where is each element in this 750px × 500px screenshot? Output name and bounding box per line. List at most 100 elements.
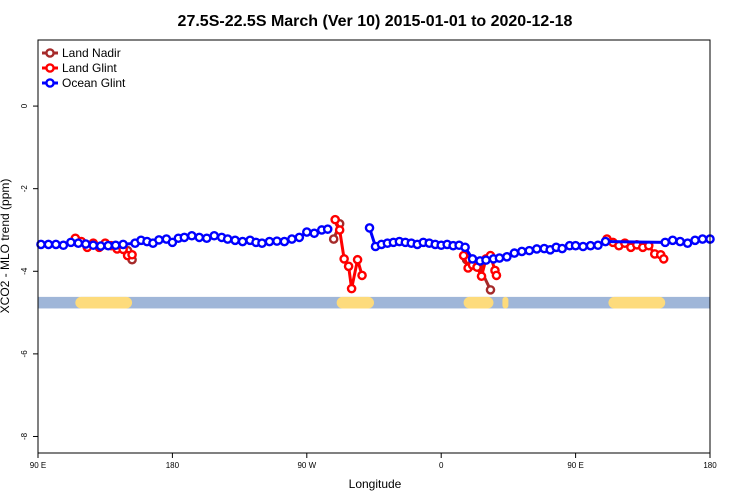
data-point: [230, 235, 240, 246]
y-tick-label: -2: [20, 185, 29, 193]
data-point: [660, 237, 671, 248]
data-point: [287, 234, 297, 244]
x-tick-label: 90 E: [567, 461, 583, 470]
data-point: [330, 214, 340, 225]
x-tick-label: 90 E: [30, 461, 46, 470]
data-point: [667, 235, 678, 246]
surface-band: [38, 296, 710, 309]
data-point: [481, 255, 491, 265]
data-point: [88, 240, 99, 251]
data-point: [690, 235, 700, 246]
data-point: [476, 271, 487, 282]
y-tick-label: -6: [20, 350, 29, 358]
data-point: [334, 225, 345, 235]
data-point: [346, 283, 357, 294]
y-tick-label: -8: [20, 432, 29, 440]
data-point: [201, 233, 212, 244]
data-point: [257, 238, 267, 248]
x-tick-label: 180: [166, 461, 180, 470]
data-point: [658, 254, 669, 264]
x-axis-label: Longitude: [349, 477, 402, 491]
data-point: [294, 232, 305, 243]
land-band-segment: [75, 296, 133, 309]
data-point: [237, 236, 248, 247]
data-point: [517, 246, 527, 257]
data-point: [675, 236, 685, 247]
data-point: [531, 244, 542, 254]
data-point: [118, 239, 128, 250]
legend-swatch-marker: [45, 63, 55, 73]
legend-label: Land Glint: [62, 61, 117, 75]
data-point: [682, 238, 693, 248]
data-point: [179, 232, 190, 243]
data-point: [578, 241, 588, 252]
legend-item-land-nadir: Land Nadir: [42, 46, 121, 60]
legend-swatch-marker: [45, 48, 55, 58]
data-point: [66, 237, 76, 248]
data-point: [110, 240, 121, 251]
legend-item-ocean-glint: Ocean Glint: [42, 76, 126, 90]
data-point: [58, 240, 69, 251]
data-point: [593, 240, 603, 251]
data-point: [279, 236, 290, 247]
data-point: [103, 240, 113, 251]
land-band-segment: [463, 296, 494, 309]
data-point: [485, 285, 496, 295]
data-point: [697, 234, 708, 244]
data-point: [264, 236, 275, 247]
y-axis-label: XCO2 - MLO trend (ppm): [0, 179, 12, 314]
data-point: [73, 238, 84, 248]
data-point: [458, 250, 469, 261]
data-point: [467, 254, 478, 264]
data-point: [557, 243, 567, 254]
y-tick-label: -4: [20, 267, 29, 275]
data-point: [502, 252, 512, 262]
data-point: [322, 224, 333, 234]
data-point: [80, 239, 91, 249]
legend-label: Ocean Glint: [62, 76, 126, 90]
data-point: [357, 270, 367, 281]
y-tick-label: 0: [20, 103, 29, 108]
x-tick-label: 90 W: [297, 461, 316, 470]
data-point: [460, 242, 470, 253]
chart-title: 27.5S-22.5S March (Ver 10) 2015-01-01 to…: [178, 13, 573, 30]
data-point: [43, 239, 54, 250]
data-point: [194, 232, 205, 243]
data-point: [524, 245, 535, 256]
series-ocean-glint: [36, 223, 715, 266]
data-point: [95, 241, 106, 251]
data-point: [585, 240, 596, 251]
land-band-segment: [502, 296, 509, 309]
series-layer: [36, 214, 715, 295]
plot-frame: [37, 39, 711, 454]
data-point: [209, 230, 220, 241]
data-point: [187, 230, 197, 241]
data-point: [51, 239, 61, 250]
x-tick-label: 0: [439, 461, 444, 470]
legend-label: Land Nadir: [62, 46, 121, 60]
data-point: [154, 235, 164, 245]
data-point: [494, 253, 505, 263]
legend-item-land-glint: Land Glint: [42, 61, 117, 75]
data-point: [272, 236, 282, 246]
x-tick-label: 180: [703, 461, 717, 470]
data-point: [328, 234, 339, 244]
data-point: [339, 254, 349, 264]
data-point: [491, 270, 502, 281]
x-axis: 90 E 180 90 W 0 90 E 180: [30, 453, 717, 470]
data-point: [364, 223, 375, 233]
land-band-segment: [608, 296, 666, 309]
data-point: [600, 236, 611, 247]
data-point: [352, 254, 363, 265]
land-band-segment: [336, 296, 374, 309]
legend-swatch-marker: [45, 78, 55, 88]
y-axis: 0 -2 -4 -6 -8: [20, 103, 38, 440]
data-point: [570, 240, 581, 251]
data-point: [222, 234, 233, 244]
data-point: [301, 227, 312, 237]
data-point: [309, 228, 320, 239]
data-point: [343, 261, 354, 272]
data-point: [509, 248, 520, 258]
